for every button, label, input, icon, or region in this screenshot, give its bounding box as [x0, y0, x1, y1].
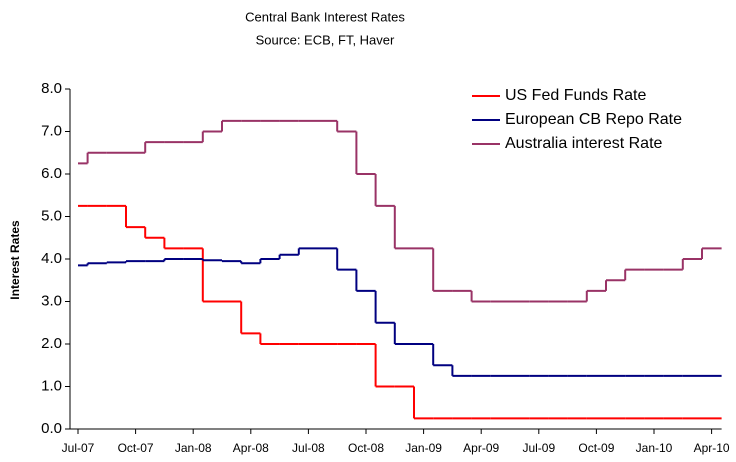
x-tick-label: Jul-07 — [62, 441, 95, 455]
x-tick-label: Oct-08 — [348, 441, 384, 455]
y-tick-label: 8.0 — [41, 80, 62, 97]
x-tick-label: Jan-08 — [175, 441, 212, 455]
y-tick-label: 3.0 — [41, 292, 62, 309]
x-tick-label: Oct-07 — [118, 441, 154, 455]
x-tick-label: Apr-08 — [233, 441, 269, 455]
x-tick-label: Apr-10 — [694, 441, 730, 455]
y-tick-label: 2.0 — [41, 335, 62, 352]
x-tick-label: Apr-09 — [463, 441, 499, 455]
y-tick-label: 6.0 — [41, 165, 62, 182]
y-tick-label: 0.0 — [41, 420, 62, 437]
y-tick-label: 1.0 — [41, 377, 62, 394]
x-tick-label: Jul-08 — [292, 441, 325, 455]
x-tick-label: Jan-09 — [405, 441, 442, 455]
chart-title: Central Bank Interest Rates — [245, 9, 405, 24]
legend-label: US Fed Funds Rate — [505, 87, 647, 104]
legend-label: European CB Repo Rate — [505, 111, 682, 128]
y-tick-label: 7.0 — [41, 122, 62, 139]
y-axis-title: Interest Rates — [8, 220, 22, 300]
legend-label: Australia interest Rate — [505, 135, 663, 152]
y-tick-label: 4.0 — [41, 250, 62, 267]
x-tick-label: Jan-10 — [636, 441, 673, 455]
x-tick-label: Oct-09 — [578, 441, 614, 455]
y-tick-label: 5.0 — [41, 207, 62, 224]
chart-subtitle: Source: ECB, FT, Haver — [256, 32, 395, 47]
x-tick-label: Jul-09 — [522, 441, 555, 455]
